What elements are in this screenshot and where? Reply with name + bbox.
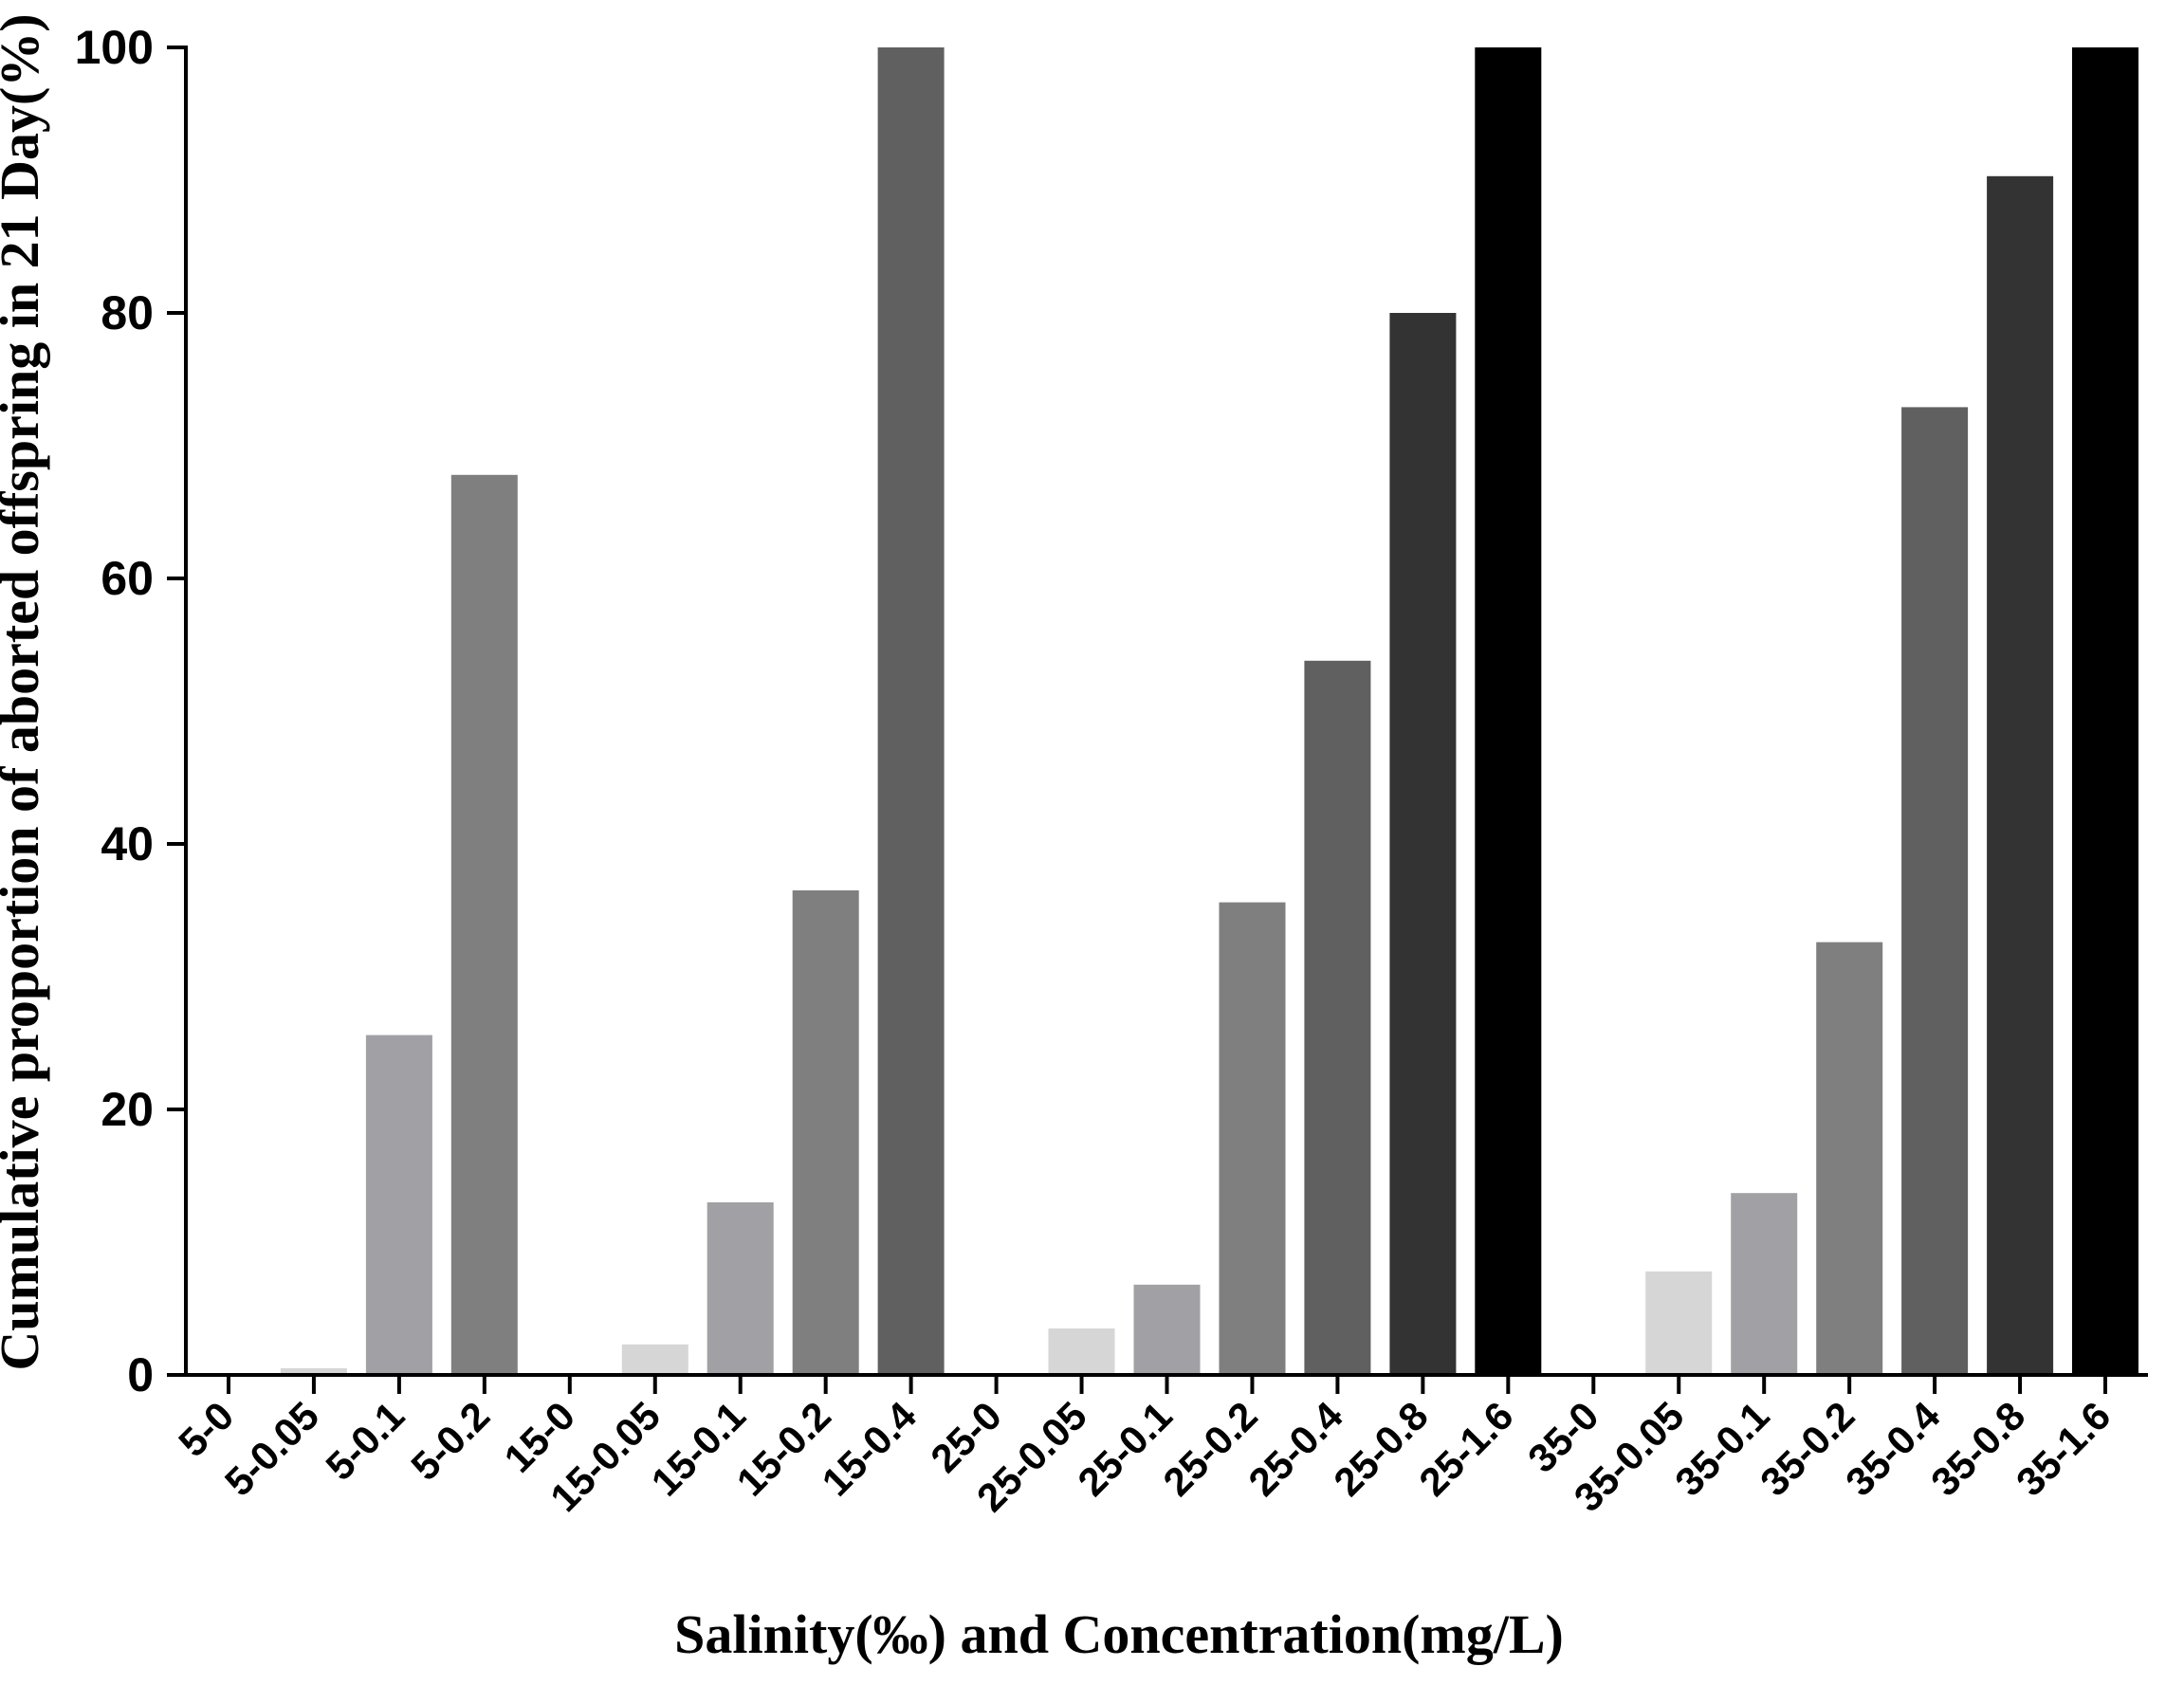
bar-25-0.2 bbox=[1219, 902, 1286, 1375]
bar-15-0.4 bbox=[877, 47, 945, 1375]
bar-35-0.4 bbox=[1901, 407, 1969, 1375]
y-axis-title: Cumulative proportion of aborted offspri… bbox=[0, 13, 50, 1370]
x-tick-label: 35-0.1 bbox=[1666, 1393, 1777, 1504]
bar-15-0.1 bbox=[707, 1202, 774, 1375]
y-tick-label: 100 bbox=[75, 21, 154, 74]
bar-15-0.2 bbox=[792, 890, 859, 1375]
x-tick-label: 35-0.2 bbox=[1752, 1393, 1863, 1504]
bar-5-0.05 bbox=[280, 1368, 347, 1375]
x-tick-label: 15-0.2 bbox=[728, 1393, 839, 1504]
bar-25-0.1 bbox=[1133, 1284, 1201, 1375]
bar-25-0.4 bbox=[1304, 660, 1371, 1375]
bar-35-0.2 bbox=[1816, 942, 1883, 1375]
bar-35-1.6 bbox=[2072, 47, 2138, 1375]
y-tick-label: 60 bbox=[101, 552, 154, 605]
x-ticks-group: 5-05-0.055-0.15-0.215-015-0.0515-0.115-0… bbox=[170, 1375, 2119, 1520]
bar-5-0.2 bbox=[450, 474, 518, 1375]
bar-5-0.1 bbox=[365, 1035, 432, 1375]
bar-25-0.05 bbox=[1048, 1328, 1115, 1375]
x-tick-label: 5-0 bbox=[170, 1393, 242, 1465]
x-tick-label: 25-0.8 bbox=[1325, 1393, 1436, 1504]
bar-15-0.05 bbox=[621, 1344, 688, 1375]
bar-25-1.6 bbox=[1475, 47, 1542, 1375]
x-tick-label: 25-0.2 bbox=[1154, 1393, 1265, 1504]
x-tick-label: 35-1.6 bbox=[2008, 1393, 2119, 1504]
x-axis-title: Salinity(‰) and Concentration(mg/L) bbox=[674, 1603, 1564, 1665]
x-tick-label: 15-0.1 bbox=[643, 1393, 754, 1504]
y-tick-label: 20 bbox=[101, 1083, 154, 1136]
x-tick-label: 5-0.05 bbox=[216, 1393, 327, 1504]
x-tick-label: 15-0.4 bbox=[814, 1393, 926, 1505]
bar-35-0.05 bbox=[1645, 1271, 1713, 1375]
bars-group bbox=[280, 47, 2138, 1375]
x-tick-label: 25-0.4 bbox=[1239, 1393, 1351, 1505]
bar-35-0.8 bbox=[1987, 175, 2054, 1375]
x-tick-label: 25-0.1 bbox=[1069, 1393, 1180, 1504]
bar-35-0.1 bbox=[1731, 1193, 1798, 1375]
bar-25-0.8 bbox=[1389, 313, 1457, 1375]
y-tick-label: 0 bbox=[127, 1348, 154, 1401]
x-tick-label: 25-1.6 bbox=[1410, 1393, 1521, 1504]
x-tick-label: 35-0.4 bbox=[1837, 1393, 1949, 1505]
y-tick-label: 80 bbox=[101, 286, 154, 339]
x-tick-label: 5-0.2 bbox=[402, 1393, 498, 1489]
x-tick-label: 5-0.1 bbox=[317, 1393, 413, 1489]
y-ticks-group: 0 20 40 60 80 100 bbox=[75, 21, 186, 1401]
y-tick-label: 40 bbox=[101, 817, 154, 870]
x-tick-label: 35-0.8 bbox=[1922, 1393, 2033, 1504]
